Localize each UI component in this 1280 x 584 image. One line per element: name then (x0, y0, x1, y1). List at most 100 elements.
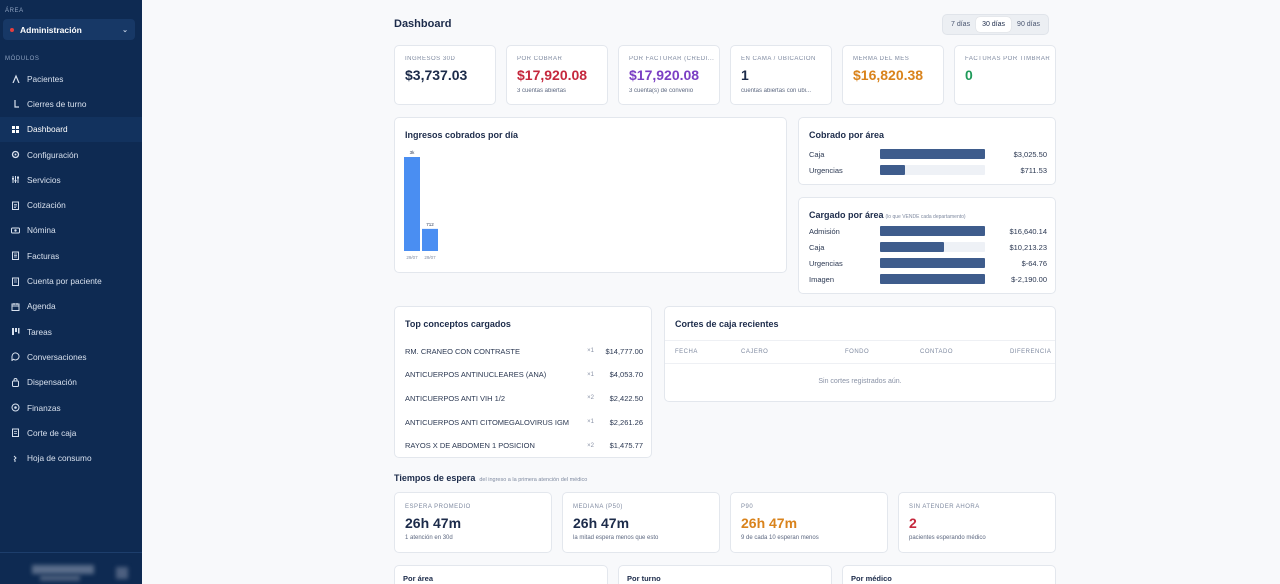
sidebar-item-label: Configuración (27, 149, 79, 160)
area-name: Caja (809, 242, 825, 252)
sidebar-item-nomina[interactable]: Nómina (0, 218, 142, 243)
chevron-down-icon: ⌄ (122, 26, 128, 34)
concept-name: ANTICUERPOS ANTINUCLEARES (ANA) (405, 370, 547, 380)
chart-tick-label: 29/07 (406, 255, 418, 260)
kpi-value: 0 (965, 67, 973, 83)
cargado-row: Imagen $-2,190.00 (809, 273, 1049, 285)
kpi-card: FACTURAS POR TIMBRAR 0 (954, 45, 1056, 105)
cargado-title-text: Cargado por área (809, 210, 884, 220)
area-name: Admisión (809, 226, 840, 236)
concept-amount: $14,777.00 (605, 346, 643, 356)
sidebar-item-tareas[interactable]: Tareas (0, 319, 142, 344)
area-amount: $10,213.23 (1009, 242, 1047, 252)
por-turno-card: Por turno (618, 565, 832, 584)
concept-qty: ×1 (587, 348, 594, 354)
kpi-subtext: 3 cuenta(s) de convenio (629, 88, 694, 94)
cargado-row: Urgencias $-64.76 (809, 257, 1049, 269)
sidebar-item-configuracion[interactable]: Configuración (0, 142, 142, 167)
sidebar-item-label: Tareas (27, 326, 52, 337)
wait-card: ESPERA PROMEDIO 26h 47m 1 atención en 30d (394, 492, 552, 553)
sidebar-item-conversaciones[interactable]: Conversaciones (0, 344, 142, 369)
chart-tick-label: 29/07 (424, 255, 436, 260)
wait-label: P90 (741, 504, 754, 510)
divider (665, 340, 1055, 341)
sidebar-item-servicios[interactable]: Servicios (0, 167, 142, 192)
sidebar-item-cierres-de-turno[interactable]: Cierres de turno (0, 91, 142, 116)
bar-track (880, 258, 985, 268)
kpi-label: POR COBRAR (517, 56, 563, 62)
coin-icon (10, 403, 20, 413)
concept-name: RAYOS X DE ABDOMEN 1 POSICION (405, 441, 535, 451)
main-content: Dashboard 7 días 30 días 90 días INGRESO… (142, 0, 1280, 584)
concept-amount: $1,475.77 (609, 441, 643, 451)
sidebar-item-hoja-de-consumo[interactable]: Hoja de consumo (0, 445, 142, 470)
por-turno-title: Por turno (627, 574, 661, 583)
modules-label: MÓDULOS (5, 56, 40, 62)
wait-subtext: 1 atención en 30d (405, 535, 453, 541)
concept-row: RAYOS X DE ABDOMEN 1 POSICION ×2 $1,475.77 (405, 440, 643, 452)
bar-fill (880, 165, 905, 175)
kpi-card: MERMA DEL MES $16,820.38 (842, 45, 944, 105)
cargado-subtitle: (lo que VENDE cada departamento) (885, 214, 966, 220)
wait-label: ESPERA PROMEDIO (405, 504, 471, 510)
sidebar-item-agenda[interactable]: Agenda (0, 294, 142, 319)
gear-icon (10, 150, 20, 160)
sidebar-item-dashboard[interactable]: Dashboard (0, 116, 142, 142)
ingresos-chart: 3k 29/07 712 29/07 (404, 150, 438, 260)
area-name: Urgencias (809, 165, 843, 175)
sidebar-item-label: Hoja de consumo (27, 453, 92, 464)
range-7-days[interactable]: 7 días (951, 21, 971, 28)
tiempos-subtitle: del ingreso a la primera atención del mé… (479, 477, 588, 483)
cortes-empty-message: Sin cortes registrados aún. (818, 378, 902, 385)
col-cajero: CAJERO (741, 349, 769, 355)
sidebar-item-corte-de-caja[interactable]: Corte de caja (0, 420, 142, 445)
cargado-por-area-card: Cargado por área (lo que VENDE cada depar… (798, 197, 1056, 294)
concept-row: RM. CRANEO CON CONTRASTE ×1 $14,777.00 (405, 345, 643, 357)
concept-qty: ×2 (587, 442, 594, 449)
chart-bar (422, 228, 438, 251)
area-name: Urgencias (809, 258, 843, 268)
status-dot (10, 27, 14, 32)
bar-track (880, 149, 985, 159)
sidebar-item-label: Cierres de turno (27, 98, 87, 109)
wait-label: SIN ATENDER AHORA (909, 504, 980, 510)
bag-icon (10, 377, 20, 387)
dashboard-icon (10, 124, 20, 134)
user-profile[interactable] (0, 552, 142, 584)
kpi-card: INGRESOS 30D $3,737.03 (394, 45, 496, 105)
sidebar-item-facturas[interactable]: Facturas (0, 243, 142, 268)
area-select[interactable]: Administración ⌄ (3, 19, 135, 40)
kpi-card: POR COBRAR $17,920.08 3 cuentas abiertas (506, 45, 608, 105)
por-medico-title: Por médico (851, 574, 892, 583)
sidebar-item-cuenta-por-paciente[interactable]: Cuenta por paciente (0, 268, 142, 293)
kpi-subtext: cuentas abiertas con ubi... (741, 88, 812, 94)
kpi-value: $16,820.38 (853, 67, 924, 83)
concept-qty: ×2 (587, 395, 594, 402)
kpi-label: INGRESOS 30D (405, 56, 456, 62)
bar-fill (880, 242, 945, 252)
range-90-days[interactable]: 90 días (1017, 21, 1041, 28)
pill-icon (10, 453, 20, 463)
area-label: ÁREA (5, 8, 24, 14)
sidebar-item-dispensacion[interactable]: Dispensación (0, 370, 142, 395)
wait-value: 26h 47m (405, 515, 462, 531)
sidebar-item-cotizacion[interactable]: Cotización (0, 192, 142, 217)
bar-track (880, 226, 985, 236)
date-range-selector: 7 días 30 días 90 días (942, 14, 1050, 35)
kpi-value: 1 (741, 67, 749, 83)
sidebar-item-finanzas[interactable]: Finanzas (0, 395, 142, 420)
moon-icon (10, 99, 20, 109)
wait-value: 2 (909, 515, 917, 531)
chart-bar (404, 157, 420, 251)
kpi-label: MERMA DEL MES (853, 56, 910, 62)
concept-row: ANTICUERPOS ANTI CITOMEGALOVIRUS IGM ×1 $2… (405, 416, 643, 428)
user-role-blurred (40, 575, 80, 581)
concept-name: ANTICUERPOS ANTI VIH 1/2 (405, 393, 506, 403)
sidebar-item-label: Dashboard (27, 124, 68, 135)
range-30-days[interactable]: 30 días (976, 17, 1012, 32)
cortes-title: Cortes de caja recientes (675, 319, 779, 329)
kpi-value: $17,920.08 (629, 67, 700, 83)
sidebar-item-pacientes[interactable]: Pacientes (0, 66, 142, 91)
area-amount: $-2,190.00 (1011, 274, 1047, 284)
col-contado: CONTADO (920, 349, 954, 355)
